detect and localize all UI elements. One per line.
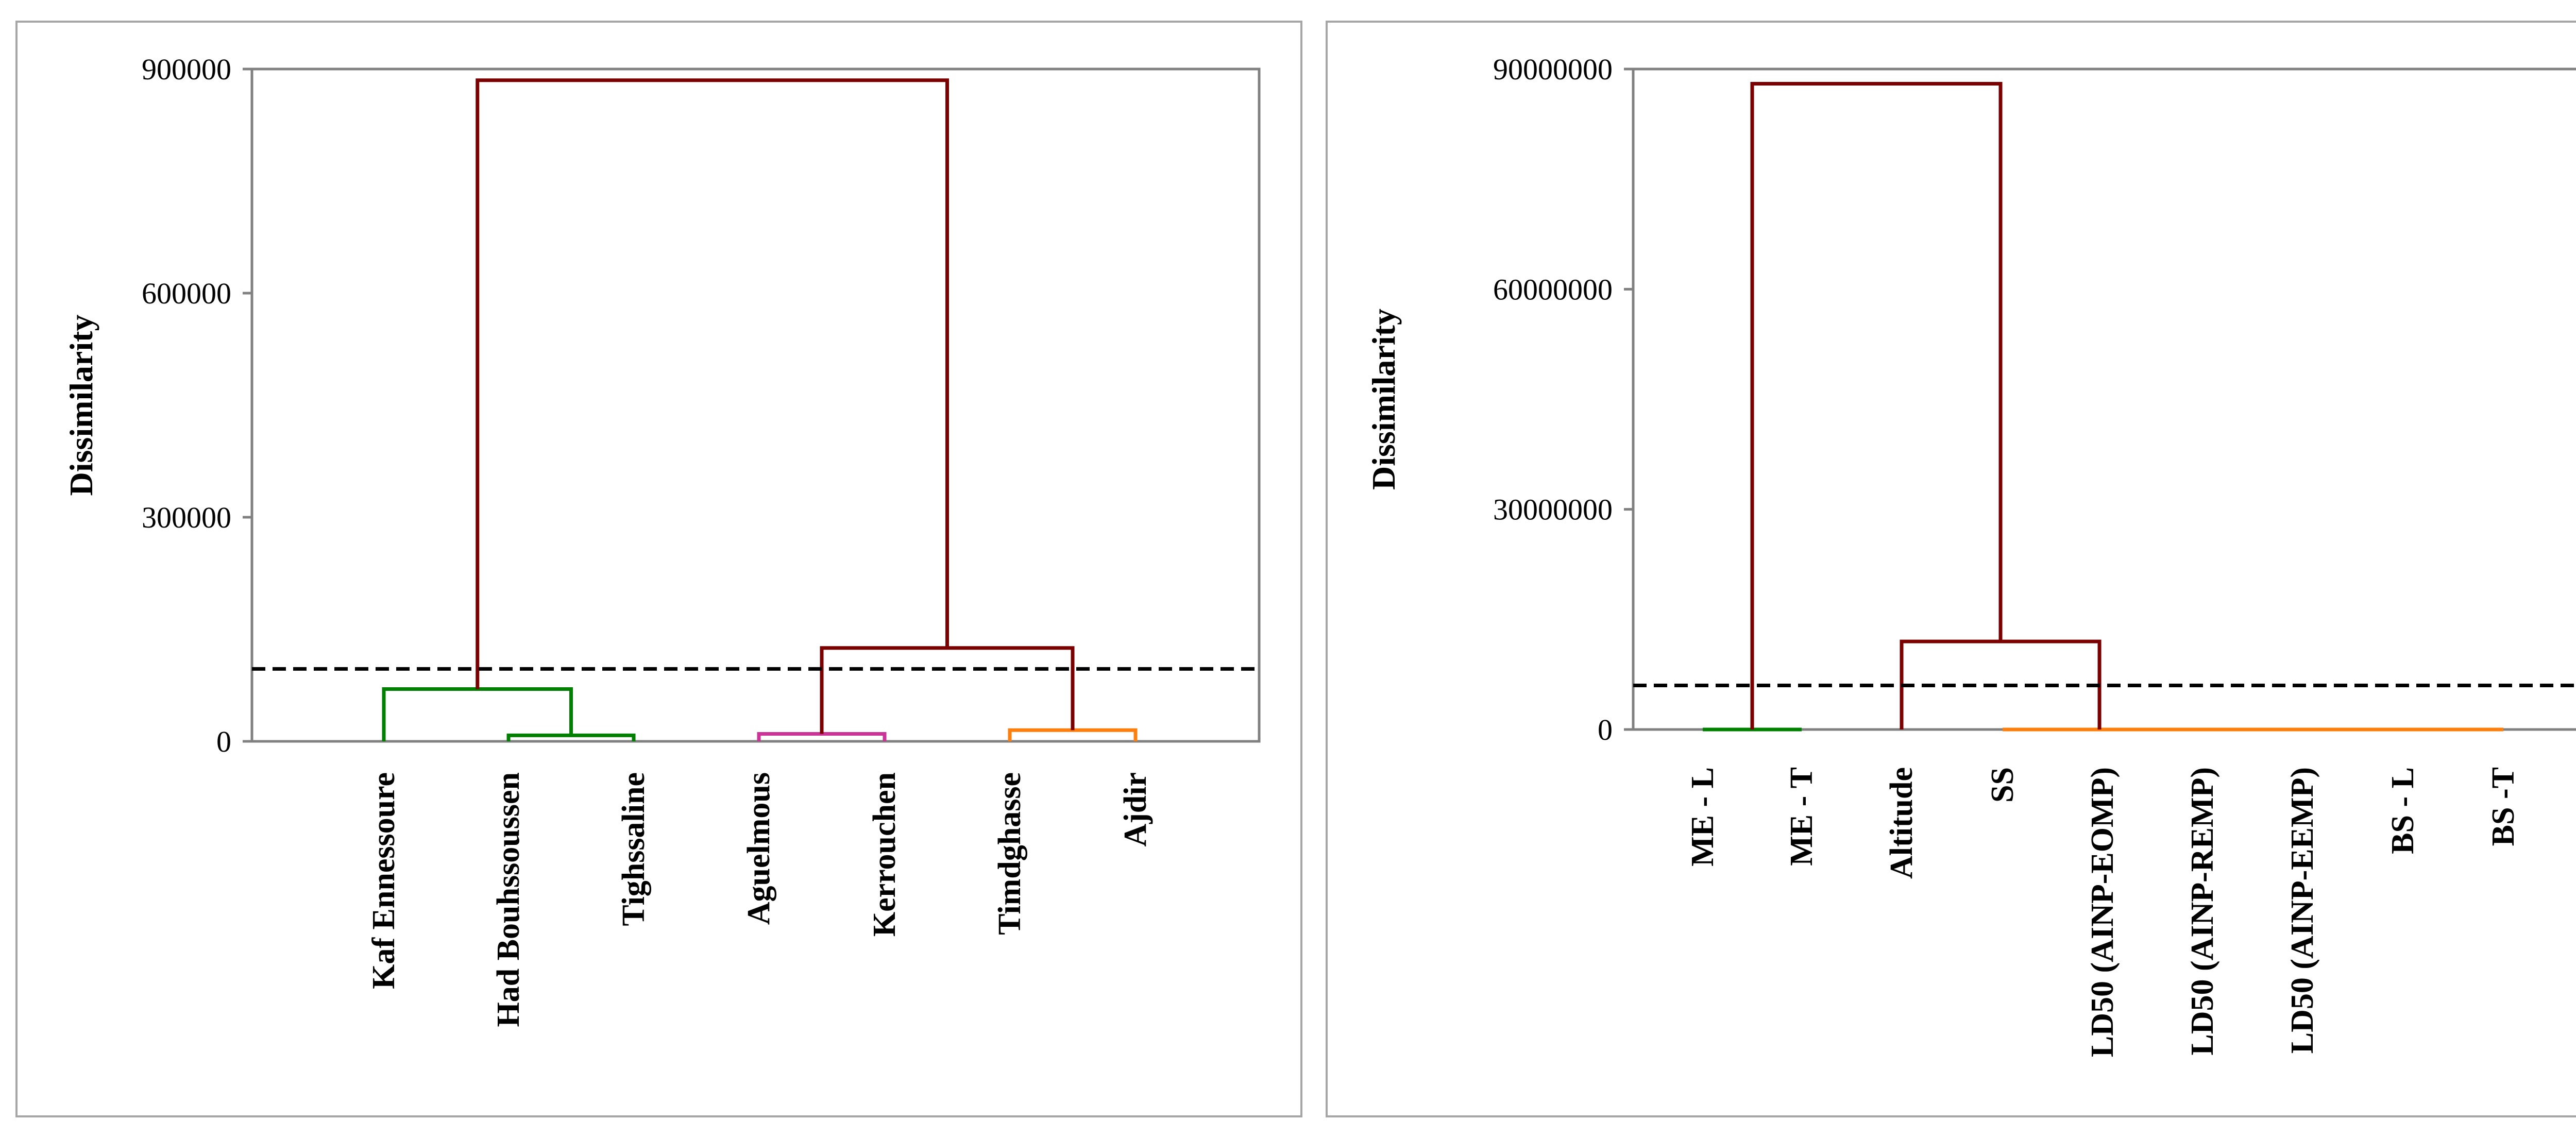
leaf-label: Kerrouchen [867, 772, 902, 937]
plot-area [250, 67, 1261, 743]
leaf-label: LD50 (AINP-EOMP) [2085, 767, 2120, 1057]
y-tick-label: 30000000 [1493, 493, 1613, 527]
y-axis-title: Dissimilarity [1365, 309, 1402, 490]
dendrogram-panel-sites: 0 300000 600000 900000 Dissimilarity Kaf Enne… [15, 21, 1302, 1117]
dendrogram-link-c4 [1008, 728, 1138, 741]
leaf-label: LD50 (AINP-EEMP) [2285, 767, 2320, 1054]
leaf-label: Had Bouhssoussen [491, 772, 526, 1027]
y-tick-label: 90000000 [1493, 53, 1613, 86]
dendrogram-link-c5 [820, 646, 1075, 734]
leaf-label: BS -T [2486, 767, 2521, 846]
y-axis-title: Dissimilarity [63, 315, 99, 496]
dendrogram-link-c2 [382, 687, 573, 741]
leaf-label: LD50 (AINP-REMP) [2185, 767, 2220, 1056]
dendrogram-link-c8 [1750, 81, 2003, 729]
dendrogram-sites-svg: 0 300000 600000 900000 Dissimilarity Kaf Enne… [63, 53, 1261, 1027]
leaf-label: SS [1985, 767, 2020, 803]
dendrogram-link-c6 [476, 78, 949, 689]
dendrogram-variables-svg: 0 30000000 60000000 90000000 Dissimilarity ME… [1365, 53, 2576, 1057]
leaf-label: Kaf Ennessoure [366, 772, 401, 989]
leaf-label: Tighssaline [616, 772, 651, 926]
y-tick-label: 60000000 [1493, 273, 1613, 306]
plot-area [1632, 67, 2576, 731]
y-tick-label: 300000 [142, 501, 231, 534]
y-tick-label: 600000 [142, 277, 231, 310]
leaf-label: Aguelmous [741, 772, 776, 925]
leaf-label: ME - T [1784, 767, 1819, 866]
y-tick-label: 900000 [142, 53, 231, 86]
y-tick-label: 0 [1598, 713, 1613, 746]
leaf-label: ME - L [1685, 767, 1720, 867]
y-tick-label: 0 [216, 725, 231, 758]
leaf-label: Altitude [1884, 767, 1919, 879]
leaf-label: Timdghasse [992, 772, 1027, 935]
leaf-label: Ajdir [1118, 772, 1153, 847]
leaf-label: BS - L [2385, 767, 2420, 854]
dendrogram-panel-variables: 0 30000000 60000000 90000000 Dissimilarity ME… [1326, 21, 2576, 1117]
